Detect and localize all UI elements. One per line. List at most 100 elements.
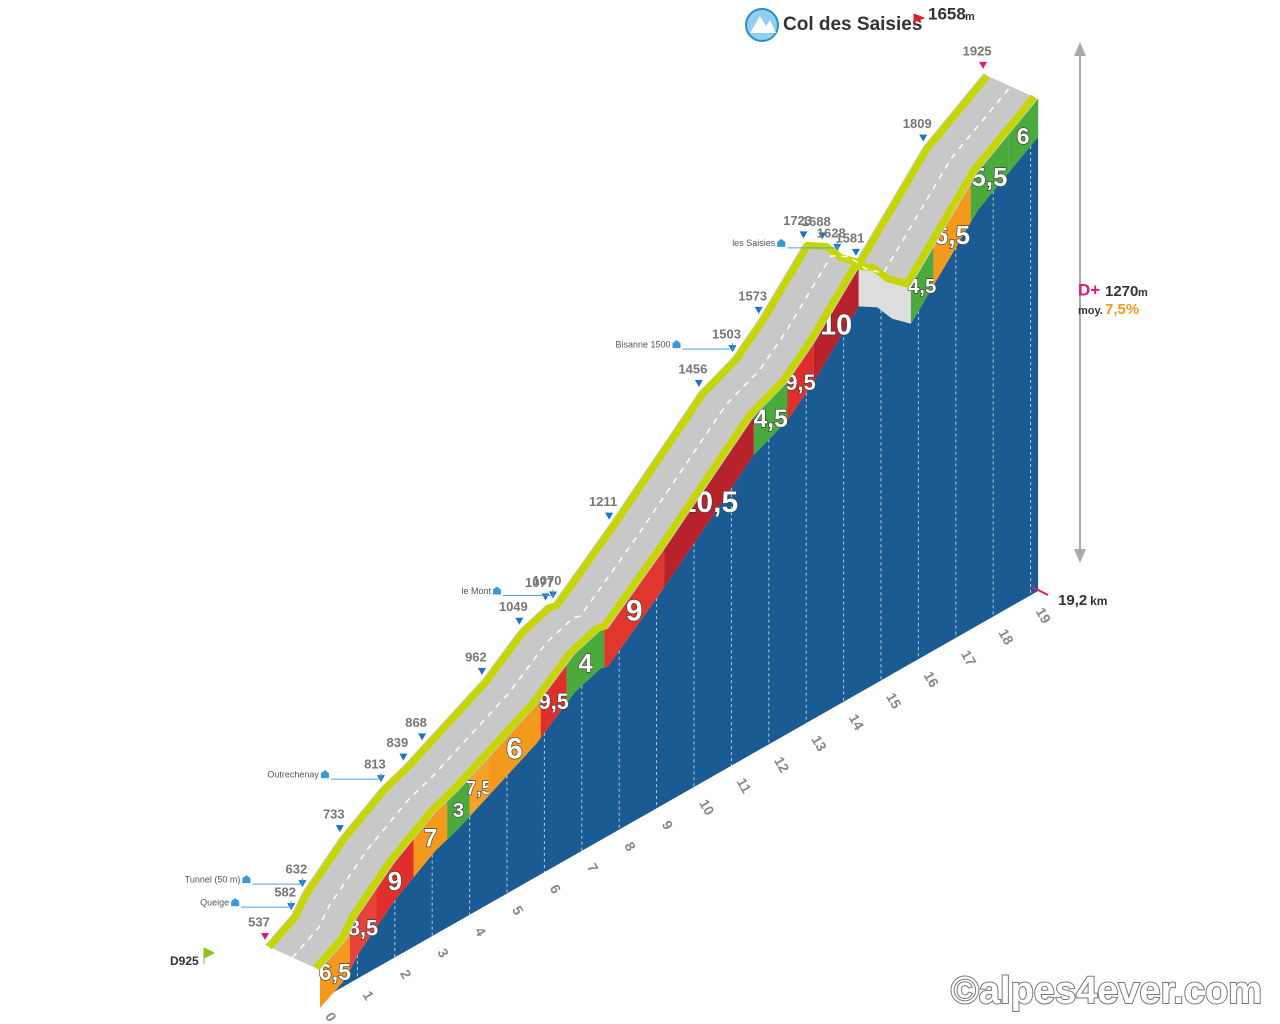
gradient-label: 4 — [578, 648, 593, 678]
gain-label: D+ — [1078, 280, 1100, 299]
distance-unit: km — [1090, 594, 1107, 608]
altitude-marker — [399, 753, 408, 761]
altitude-marker — [261, 933, 269, 941]
altitude-label: 582 — [274, 885, 296, 900]
gradient-segment — [787, 343, 814, 421]
gradient-segment — [488, 699, 541, 797]
x-tick-label: 4 — [472, 924, 490, 939]
average-label: moy. — [1078, 305, 1103, 317]
start-flag — [203, 947, 216, 964]
road-centerline — [291, 85, 1012, 958]
altitude-label: 813 — [364, 757, 386, 772]
altitude-label: 1211 — [589, 494, 617, 509]
gradient-segment — [753, 382, 788, 455]
gradient-label: 6 — [506, 732, 523, 765]
x-tick-label: 2 — [397, 967, 415, 982]
gradient-segment — [469, 758, 489, 817]
gradient-segment — [447, 778, 470, 840]
gain-value: 1270 — [1105, 283, 1138, 300]
gradient-segment — [566, 629, 605, 703]
place-icon — [242, 875, 251, 884]
x-tick-label: 15 — [883, 690, 905, 712]
altitude-label: 733 — [323, 807, 345, 822]
altitude-label: 1809 — [903, 116, 932, 131]
road-edge-front — [313, 94, 1037, 971]
summit-unit: m — [965, 11, 975, 23]
x-tick-label: 7 — [584, 860, 602, 875]
altitude-label: 1581 — [835, 230, 864, 245]
altitude-label: 962 — [465, 649, 487, 664]
road-edge-back — [266, 73, 990, 950]
gradient-label: 3 — [453, 800, 464, 822]
altitude-marker — [851, 248, 860, 256]
gradient-segment — [604, 549, 665, 668]
gradient-label: 10 — [820, 310, 852, 342]
place-label: les Saisies — [732, 238, 776, 248]
place-label: Bisanne 1500 — [615, 339, 670, 349]
x-tick-label: 5 — [509, 903, 527, 918]
altitude-marker — [541, 593, 550, 601]
altitude-label: 1503 — [712, 327, 741, 342]
distance-label: 19,2 — [1058, 592, 1087, 609]
altitude-marker — [335, 825, 344, 833]
x-tick-label: 17 — [958, 647, 980, 669]
gradient-segment — [910, 247, 934, 324]
credit: ©alpes4ever.com — [951, 970, 1262, 1012]
x-tick-label: 10 — [696, 796, 718, 818]
gradient-segment — [413, 801, 448, 878]
start-label: D925 — [170, 954, 199, 968]
gradient-segment — [970, 135, 1009, 223]
x-tick-label: 0 — [322, 1009, 340, 1024]
altitude-label: 1070 — [533, 573, 562, 588]
altitude-marker — [694, 379, 703, 387]
altitude-label: 537 — [248, 914, 270, 929]
gradient-segment — [540, 664, 567, 738]
altitude-label: 868 — [405, 715, 427, 730]
x-tick-label: 14 — [846, 711, 868, 733]
gradient-segment — [813, 268, 859, 382]
place-icon — [320, 770, 329, 779]
altitude-label: 839 — [387, 735, 409, 750]
gradient-label: 9 — [388, 866, 402, 896]
x-tick-label: 11 — [734, 775, 755, 796]
place-icon — [777, 238, 786, 247]
x-tick-label: 16 — [921, 669, 943, 691]
chart-title: Col des Saisies — [783, 14, 922, 35]
gradient-segment — [349, 889, 377, 971]
gradient-label: 5,5 — [971, 162, 1007, 192]
gradient-label: 9 — [626, 595, 643, 628]
altitude-label: 1688 — [802, 214, 831, 229]
summit-altitude: 1658 — [928, 4, 966, 23]
distance-marker — [1031, 586, 1049, 596]
x-tick-label: 19 — [1033, 605, 1055, 627]
x-tick-label: 3 — [434, 945, 452, 960]
altitude-marker — [754, 306, 763, 314]
place-label: le Mont — [461, 586, 491, 596]
place-icon — [672, 340, 681, 349]
gradient-label: 7 — [423, 825, 437, 852]
x-tick-label: 9 — [659, 818, 677, 833]
altitude-label: 1925 — [963, 43, 992, 58]
gradient-segment — [1008, 98, 1039, 174]
altitude-marker — [605, 512, 614, 520]
summit-flag — [913, 13, 926, 26]
gradient-label: 6 — [1017, 123, 1030, 149]
altitude-label: 1049 — [499, 599, 528, 614]
altitude-label: 1628 — [817, 225, 846, 240]
x-tick-label: 8 — [621, 839, 639, 854]
x-tick-label: 13 — [808, 732, 830, 754]
x-tick-label: 12 — [771, 754, 793, 776]
altitude-label: 1723 — [783, 213, 812, 228]
altitude-marker — [418, 733, 427, 741]
x-tick-label: 18 — [995, 626, 1017, 648]
altitude-marker — [818, 232, 827, 240]
gradient-segment — [376, 839, 414, 928]
gradient-label: 4,5 — [908, 276, 936, 298]
altitude-label: 1573 — [738, 288, 767, 303]
altitude-marker — [979, 61, 988, 69]
road — [265, 73, 1039, 970]
altitude-label: 1077 — [525, 575, 554, 590]
gain-unit: m — [1138, 287, 1148, 299]
gradient-label: 7,5 — [466, 778, 493, 799]
